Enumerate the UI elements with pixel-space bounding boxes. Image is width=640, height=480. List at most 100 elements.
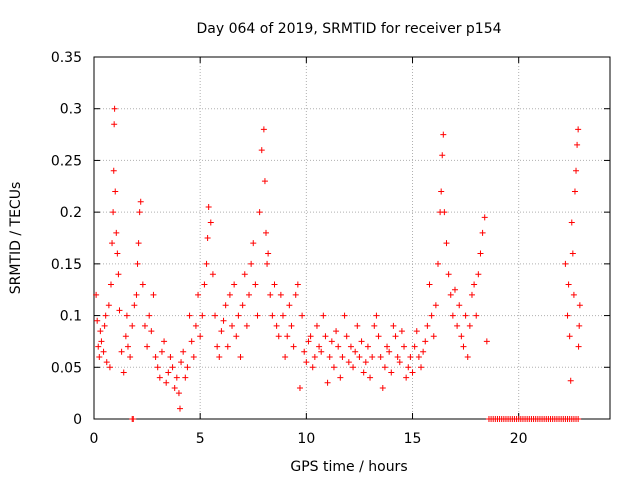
data-point <box>239 302 246 309</box>
data-point <box>386 348 393 355</box>
data-point <box>265 250 272 257</box>
data-point <box>129 322 136 329</box>
data-point <box>152 353 159 360</box>
data-point <box>339 353 346 360</box>
data-point <box>135 240 142 247</box>
data-point <box>569 250 576 257</box>
data-point <box>571 188 578 195</box>
data-point <box>190 353 197 360</box>
data-point <box>396 359 403 366</box>
data-point <box>565 281 572 288</box>
data-point <box>284 333 291 340</box>
data-point <box>362 359 369 366</box>
data-point <box>424 322 431 329</box>
grid-lines <box>94 57 610 419</box>
data-point <box>115 271 122 278</box>
data-point <box>333 328 340 335</box>
data-point <box>479 229 486 236</box>
y-axis-label: SRMTID / TECUs <box>8 182 24 295</box>
data-point <box>354 322 361 329</box>
data-point <box>426 281 433 288</box>
data-point <box>158 348 165 355</box>
data-point <box>292 291 299 298</box>
chart-title: Day 064 of 2019, SRMTID for receiver p15… <box>196 21 501 37</box>
y-tick-label: 0.35 <box>51 50 82 66</box>
data-point <box>570 291 577 298</box>
data-point <box>432 302 439 309</box>
data-point <box>263 229 269 236</box>
data-point <box>112 188 119 195</box>
data-point <box>133 291 140 298</box>
data-point <box>116 307 123 314</box>
data-point <box>195 291 202 298</box>
data-point <box>390 322 397 329</box>
data-point <box>371 322 378 329</box>
data-point <box>445 271 452 278</box>
data-point <box>127 353 134 360</box>
x-tick-label: 5 <box>196 431 205 447</box>
data-point <box>574 141 581 148</box>
data-point <box>146 312 153 319</box>
data-point <box>124 343 131 350</box>
data-point <box>290 343 297 350</box>
data-point <box>413 328 420 335</box>
x-tick-label: 15 <box>404 431 422 447</box>
data-point <box>309 364 316 371</box>
data-point <box>212 312 219 319</box>
data-point <box>335 343 342 350</box>
data-point <box>301 348 308 355</box>
data-point <box>564 312 571 319</box>
data-point <box>350 364 357 371</box>
data-point <box>471 281 478 288</box>
y-tick-label: 0.2 <box>60 205 82 221</box>
y-tick-label: 0.3 <box>60 102 82 118</box>
data-point <box>161 338 168 345</box>
data-point <box>462 312 469 319</box>
data-point <box>178 359 185 366</box>
data-point <box>394 353 401 360</box>
data-point <box>441 209 448 216</box>
data-point <box>107 281 114 288</box>
data-point <box>477 250 484 257</box>
data-point <box>464 353 471 360</box>
data-point <box>305 338 312 345</box>
data-point <box>388 369 395 376</box>
data-point <box>110 209 117 216</box>
data-point <box>318 348 325 355</box>
data-point <box>222 302 229 309</box>
data-point <box>373 312 380 319</box>
data-point <box>218 328 225 335</box>
data-point <box>167 353 174 360</box>
data-point <box>313 322 320 329</box>
data-point <box>384 343 391 350</box>
data-point <box>175 390 182 397</box>
data-point <box>235 312 242 319</box>
data-point <box>379 384 386 391</box>
data-point <box>277 291 284 298</box>
data-point <box>356 353 363 360</box>
data-point <box>447 291 454 298</box>
data-point <box>358 338 365 345</box>
data-point <box>430 333 437 340</box>
data-point <box>173 374 180 381</box>
data-point <box>454 322 461 329</box>
data-points <box>93 105 583 422</box>
data-point <box>409 369 416 376</box>
data-point <box>573 167 580 174</box>
x-tick-label: 10 <box>297 431 315 447</box>
data-point <box>567 377 574 384</box>
data-point <box>328 338 335 345</box>
data-point <box>273 322 280 329</box>
data-point <box>144 343 151 350</box>
data-point <box>100 348 107 355</box>
data-point <box>97 328 104 335</box>
data-point <box>237 353 244 360</box>
data-point <box>375 333 382 340</box>
data-point <box>343 333 350 340</box>
data-point <box>113 229 120 236</box>
y-tick-label: 0.05 <box>51 360 82 376</box>
data-point <box>562 260 569 267</box>
data-point <box>279 312 286 319</box>
data-point <box>483 338 490 345</box>
data-point <box>460 343 467 350</box>
